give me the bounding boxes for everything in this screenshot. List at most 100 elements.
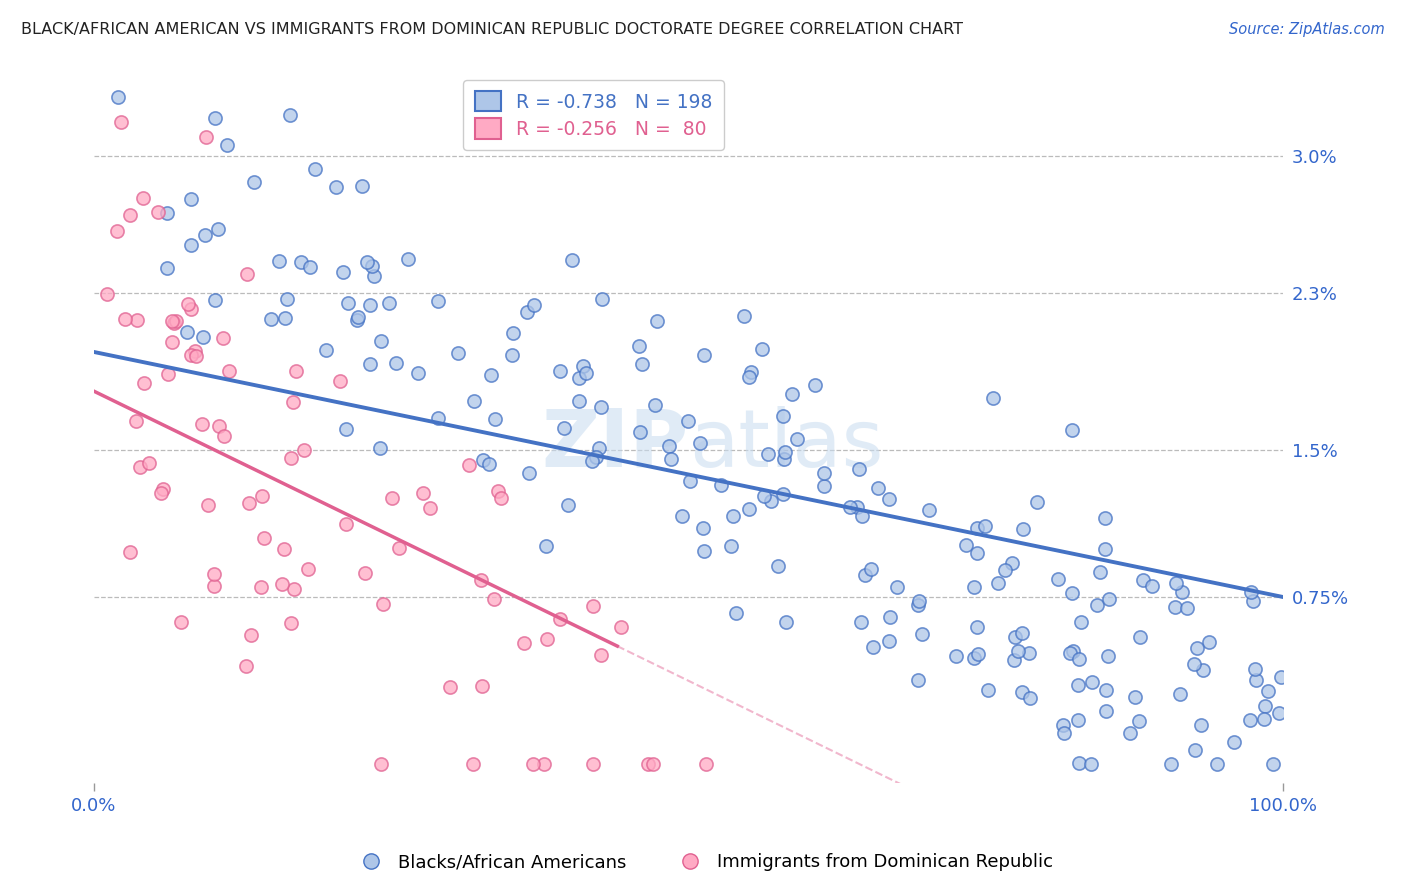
Point xyxy=(180,238,202,252)
Point xyxy=(274,310,297,325)
Point xyxy=(533,756,555,771)
Point xyxy=(243,175,266,189)
Point xyxy=(280,450,302,465)
Point xyxy=(194,227,217,242)
Point xyxy=(561,252,583,267)
Point xyxy=(1004,630,1026,644)
Point xyxy=(156,206,179,220)
Point xyxy=(212,330,235,344)
Point xyxy=(877,492,900,507)
Point xyxy=(332,264,354,278)
Point xyxy=(412,486,434,500)
Point xyxy=(775,615,797,630)
Point xyxy=(752,489,775,503)
Point xyxy=(582,599,605,613)
Point xyxy=(238,496,260,510)
Point xyxy=(180,301,202,316)
Point xyxy=(253,531,276,545)
Point xyxy=(679,474,702,488)
Point xyxy=(160,314,183,328)
Point xyxy=(1052,718,1074,732)
Point xyxy=(278,108,301,122)
Text: ZIP: ZIP xyxy=(541,406,689,483)
Point xyxy=(756,446,779,460)
Point xyxy=(346,313,368,327)
Point xyxy=(149,485,172,500)
Point xyxy=(1140,579,1163,593)
Point xyxy=(337,296,360,310)
Point xyxy=(292,443,315,458)
Point xyxy=(127,313,149,327)
Point xyxy=(637,756,659,771)
Point xyxy=(1160,756,1182,771)
Point xyxy=(250,489,273,503)
Point xyxy=(304,161,326,176)
Point xyxy=(738,502,761,516)
Point xyxy=(491,491,513,505)
Point xyxy=(370,334,392,348)
Point xyxy=(851,508,873,523)
Point xyxy=(329,375,352,389)
Text: atlas: atlas xyxy=(689,406,883,483)
Point xyxy=(1088,565,1111,579)
Point xyxy=(273,541,295,556)
Point xyxy=(177,296,200,310)
Point xyxy=(522,756,544,771)
Point xyxy=(155,260,177,275)
Point xyxy=(591,293,613,307)
Point xyxy=(107,90,129,104)
Point xyxy=(1011,684,1033,698)
Point xyxy=(1019,690,1042,705)
Point xyxy=(1062,644,1084,658)
Point xyxy=(207,222,229,236)
Point xyxy=(502,326,524,341)
Point xyxy=(628,425,651,439)
Point xyxy=(548,364,571,378)
Point xyxy=(907,598,929,612)
Point xyxy=(1241,594,1264,608)
Point xyxy=(945,648,967,663)
Point xyxy=(370,756,392,771)
Point xyxy=(976,683,998,698)
Point xyxy=(1067,714,1090,728)
Point xyxy=(381,491,404,506)
Point xyxy=(813,479,835,493)
Point xyxy=(363,269,385,284)
Point xyxy=(1191,663,1213,677)
Point xyxy=(1198,634,1220,648)
Point xyxy=(359,298,381,312)
Point xyxy=(644,398,666,412)
Legend: R = -0.738   N = 198, R = -0.256   N =  80: R = -0.738 N = 198, R = -0.256 N = 80 xyxy=(464,79,724,150)
Point xyxy=(1240,585,1263,599)
Point xyxy=(589,401,612,415)
Point xyxy=(1128,714,1150,728)
Point xyxy=(463,394,485,409)
Point xyxy=(183,344,205,359)
Point xyxy=(1067,756,1090,771)
Point xyxy=(568,393,591,408)
Point xyxy=(1239,713,1261,727)
Point xyxy=(191,417,214,431)
Point xyxy=(761,494,783,508)
Point xyxy=(676,414,699,428)
Point xyxy=(877,634,900,648)
Point xyxy=(501,348,523,362)
Point xyxy=(534,539,557,553)
Point xyxy=(118,545,141,559)
Point xyxy=(114,312,136,326)
Point xyxy=(1067,677,1090,691)
Point xyxy=(536,632,558,647)
Point xyxy=(217,138,239,153)
Point xyxy=(298,260,321,275)
Point xyxy=(208,419,231,434)
Point xyxy=(886,580,908,594)
Point xyxy=(733,310,755,324)
Point xyxy=(479,368,502,382)
Point xyxy=(918,503,941,517)
Point xyxy=(96,287,118,301)
Point xyxy=(138,456,160,470)
Point xyxy=(297,562,319,576)
Point xyxy=(512,636,534,650)
Point xyxy=(786,432,808,446)
Point xyxy=(1182,657,1205,672)
